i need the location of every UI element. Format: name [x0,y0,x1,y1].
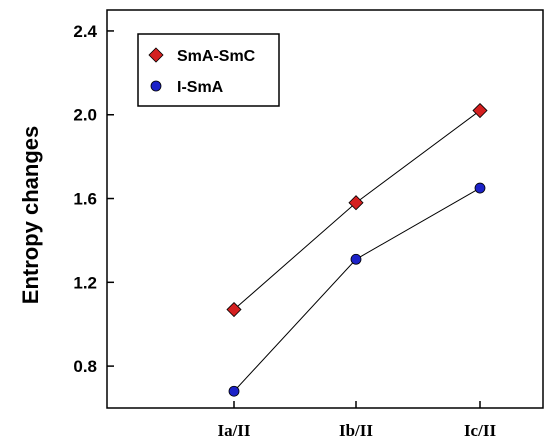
x-tick-label: Ia/II [217,421,250,440]
legend-entry-i-sma: I-SmA [177,79,224,96]
x-tick-label: Ib/II [339,421,373,440]
y-tick-label: 1.2 [73,273,97,292]
legend-marker-i-sma [150,80,162,92]
y-tick-label: 2.4 [73,22,97,41]
y-axis-ticks: 0.8 1.2 1.6 2.0 2.4 [73,22,114,376]
y-tick-label: 0.8 [73,357,97,376]
series-line-i-sma [233,187,481,392]
data-point-i-sma [474,182,486,194]
legend: SmA-SmC I-SmA [137,33,280,107]
series-lines [233,110,481,392]
data-point-sma-smc [348,195,364,211]
data-point-i-sma [228,385,240,397]
data-point-sma-smc [472,102,488,119]
y-axis-label: Entropy changes [18,126,43,304]
legend-marker-sma-smc [148,47,164,63]
legend-box [137,33,280,107]
legend-entry-sma-smc: SmA-SmC [177,48,256,65]
series-markers [226,102,488,397]
data-point-sma-smc [226,301,242,318]
x-tick-label: Ic/II [464,421,497,440]
plot-area [106,9,544,409]
series-line-sma-smc [233,110,481,310]
y-tick-label: 2.0 [73,106,97,125]
data-point-i-sma [350,253,362,265]
y-tick-label: 1.6 [73,190,97,209]
x-axis-ticks: Ia/II Ib/II Ic/II [217,401,496,440]
